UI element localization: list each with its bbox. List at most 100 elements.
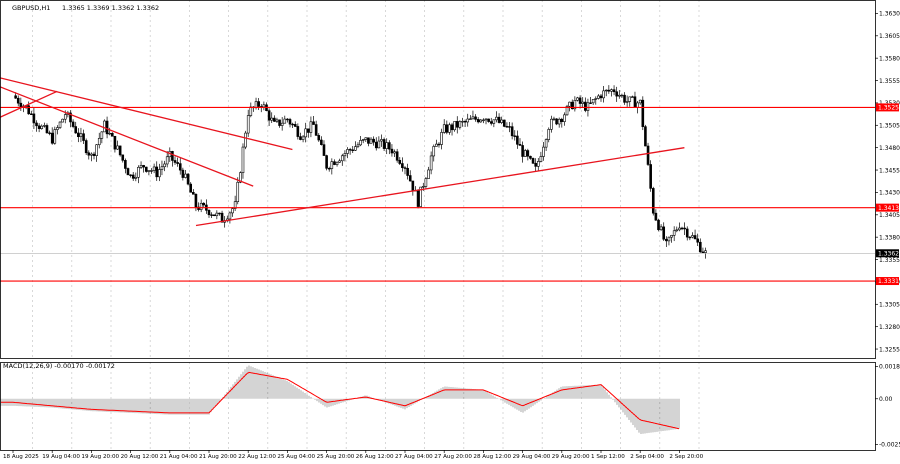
x-tick-label: 20 Aug 12:00	[121, 454, 159, 460]
candle-body	[140, 165, 142, 167]
x-tick-label: 2 Sep 04:00	[630, 454, 664, 460]
candle-body	[475, 117, 477, 120]
candle-body	[394, 152, 396, 153]
x-tick-label: 25 Aug 20:00	[317, 454, 355, 460]
candle-body	[187, 174, 189, 184]
candle-body	[482, 120, 484, 121]
candle-body	[182, 170, 184, 177]
candle-body	[242, 147, 244, 173]
candle-body	[634, 97, 636, 108]
candle-body	[20, 103, 22, 107]
candle-body	[501, 120, 503, 123]
candle-body	[417, 190, 419, 206]
y-tick-label: 1.3580	[879, 55, 900, 62]
candle-body	[543, 147, 545, 156]
candle-body	[556, 119, 558, 124]
y-tick-label: 1.3630	[879, 11, 900, 18]
y-tick-label: 1.3455	[879, 167, 900, 174]
candle-body	[697, 239, 699, 242]
candle-body	[676, 230, 678, 231]
candle-body	[582, 102, 584, 103]
x-tick-label: 22 Aug 12:00	[238, 454, 276, 460]
candle-body	[705, 251, 707, 253]
candle-body	[33, 114, 35, 123]
x-tick-label: 1 Sep 12:00	[591, 454, 625, 460]
candle-body	[642, 100, 644, 126]
x-tick-label: 19 Aug 20:00	[81, 454, 119, 460]
candle-body	[660, 227, 662, 230]
candle-body	[485, 119, 487, 120]
candle-body	[276, 120, 278, 122]
candle-body	[360, 140, 362, 144]
candle-body	[72, 122, 74, 127]
candle-body	[250, 107, 252, 116]
candle-body	[333, 162, 335, 165]
candle-body	[621, 95, 623, 96]
candle-body	[171, 151, 173, 160]
candle-body	[629, 97, 631, 102]
candle-body	[699, 242, 701, 252]
candle-body	[469, 119, 471, 120]
candle-body	[318, 135, 320, 140]
candle-body	[213, 215, 215, 216]
candle-body	[54, 130, 56, 144]
candle-body	[195, 194, 197, 207]
candle-body	[245, 133, 247, 147]
x-tick-label: 19 Aug 04:00	[42, 454, 80, 460]
candle-body	[143, 165, 145, 167]
candle-body	[352, 150, 354, 151]
candle-body	[216, 213, 218, 216]
candle-body	[258, 102, 260, 107]
candle-body	[493, 120, 495, 124]
macd-subwindow[interactable]	[1, 362, 699, 450]
candle-body	[174, 160, 176, 162]
candle-body	[435, 144, 437, 146]
candle-body	[64, 115, 66, 120]
macd-frame	[1, 363, 876, 451]
candle-body	[603, 91, 605, 98]
main-chart-area[interactable]	[0, 0, 875, 358]
candle-body	[367, 138, 369, 144]
macd-y-tick-label: -0.00259	[879, 442, 900, 449]
candle-body	[85, 141, 87, 153]
candle-body	[354, 147, 356, 151]
candle-body	[650, 164, 652, 188]
x-tick-label: 2 Sep 20:00	[669, 454, 703, 460]
candle-body	[388, 143, 390, 150]
candle-body	[268, 111, 270, 121]
candle-body	[323, 145, 325, 156]
candle-body	[579, 98, 581, 104]
candle-body	[657, 220, 659, 230]
candle-body	[284, 119, 286, 123]
candle-body	[383, 139, 385, 148]
candle-body	[441, 132, 443, 144]
y-tick-label: 1.3480	[879, 145, 900, 152]
candle-body	[229, 213, 231, 219]
y-tick-label: 1.3605	[879, 33, 900, 40]
candle-body	[407, 168, 409, 175]
candle-body	[647, 146, 649, 164]
candle-body	[540, 156, 542, 161]
candle-body	[305, 129, 307, 137]
candle-body	[145, 167, 147, 171]
candle-body	[488, 119, 490, 122]
candle-body	[529, 156, 531, 158]
y-tick-label: 1.3430	[879, 190, 900, 197]
candle-body	[292, 124, 294, 125]
candle-body	[694, 235, 696, 238]
candle-body	[532, 158, 534, 163]
candle-body	[631, 97, 633, 98]
candle-body	[409, 176, 411, 181]
trendline	[196, 148, 684, 226]
ohlc-label: 1.3365 1.3369 1.3362 1.3362	[62, 4, 159, 12]
candle-body	[41, 126, 43, 128]
candle-body	[30, 114, 32, 115]
candle-body	[438, 144, 440, 145]
candle-body	[237, 182, 239, 201]
candle-body	[101, 132, 103, 138]
candle-body	[179, 164, 181, 171]
candle-body	[294, 124, 296, 126]
candle-body	[117, 146, 119, 149]
candle-body	[671, 235, 673, 237]
